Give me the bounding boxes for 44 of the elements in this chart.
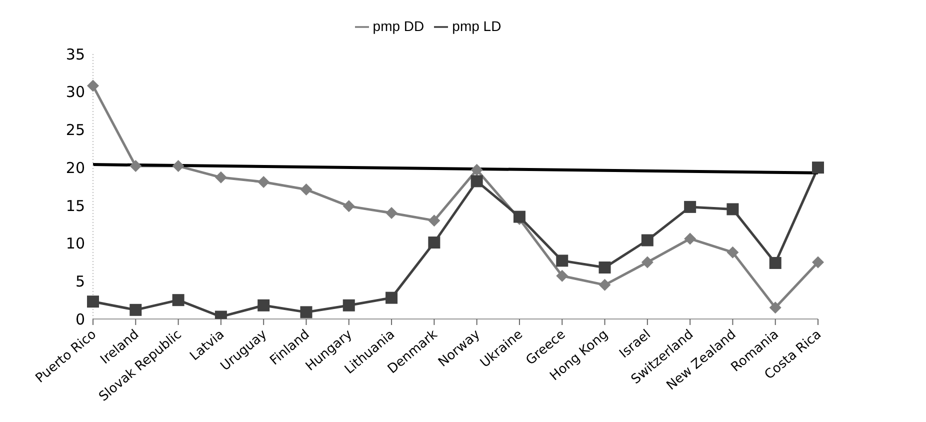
point bbox=[130, 304, 142, 316]
point bbox=[556, 270, 568, 282]
point bbox=[598, 278, 611, 291]
point bbox=[598, 262, 611, 274]
legend-label: pmp LD bbox=[452, 18, 502, 34]
point bbox=[641, 234, 654, 246]
point bbox=[342, 200, 355, 212]
point bbox=[812, 162, 824, 174]
point bbox=[513, 210, 526, 223]
point bbox=[641, 256, 654, 268]
point bbox=[300, 184, 312, 196]
point bbox=[172, 160, 184, 172]
point bbox=[684, 232, 696, 245]
y-tick-label: 5 bbox=[75, 272, 85, 290]
point bbox=[726, 203, 739, 216]
point bbox=[769, 256, 782, 269]
point bbox=[258, 299, 270, 312]
point bbox=[258, 176, 270, 188]
y-tick-label: 10 bbox=[66, 234, 85, 253]
y-tick-label: 35 bbox=[66, 45, 85, 64]
point bbox=[812, 256, 824, 268]
y-tick-label: 0 bbox=[75, 310, 85, 328]
point bbox=[172, 294, 184, 306]
point bbox=[684, 200, 696, 213]
point bbox=[300, 306, 312, 318]
point bbox=[342, 299, 355, 312]
point bbox=[87, 296, 99, 308]
point bbox=[556, 254, 568, 267]
point bbox=[386, 292, 398, 304]
point bbox=[386, 207, 398, 219]
point bbox=[130, 160, 142, 172]
point bbox=[428, 214, 440, 227]
point bbox=[470, 175, 483, 188]
y-tick-label: 30 bbox=[66, 83, 85, 102]
point bbox=[428, 236, 440, 249]
legend-label: pmp DD bbox=[372, 18, 424, 34]
point bbox=[87, 80, 99, 92]
y-tick-label: 20 bbox=[66, 158, 85, 177]
point bbox=[726, 246, 739, 258]
point bbox=[214, 171, 227, 184]
y-tick-label: 25 bbox=[66, 121, 85, 140]
point bbox=[470, 164, 483, 176]
point bbox=[769, 302, 782, 314]
y-tick-label: 15 bbox=[66, 196, 85, 215]
